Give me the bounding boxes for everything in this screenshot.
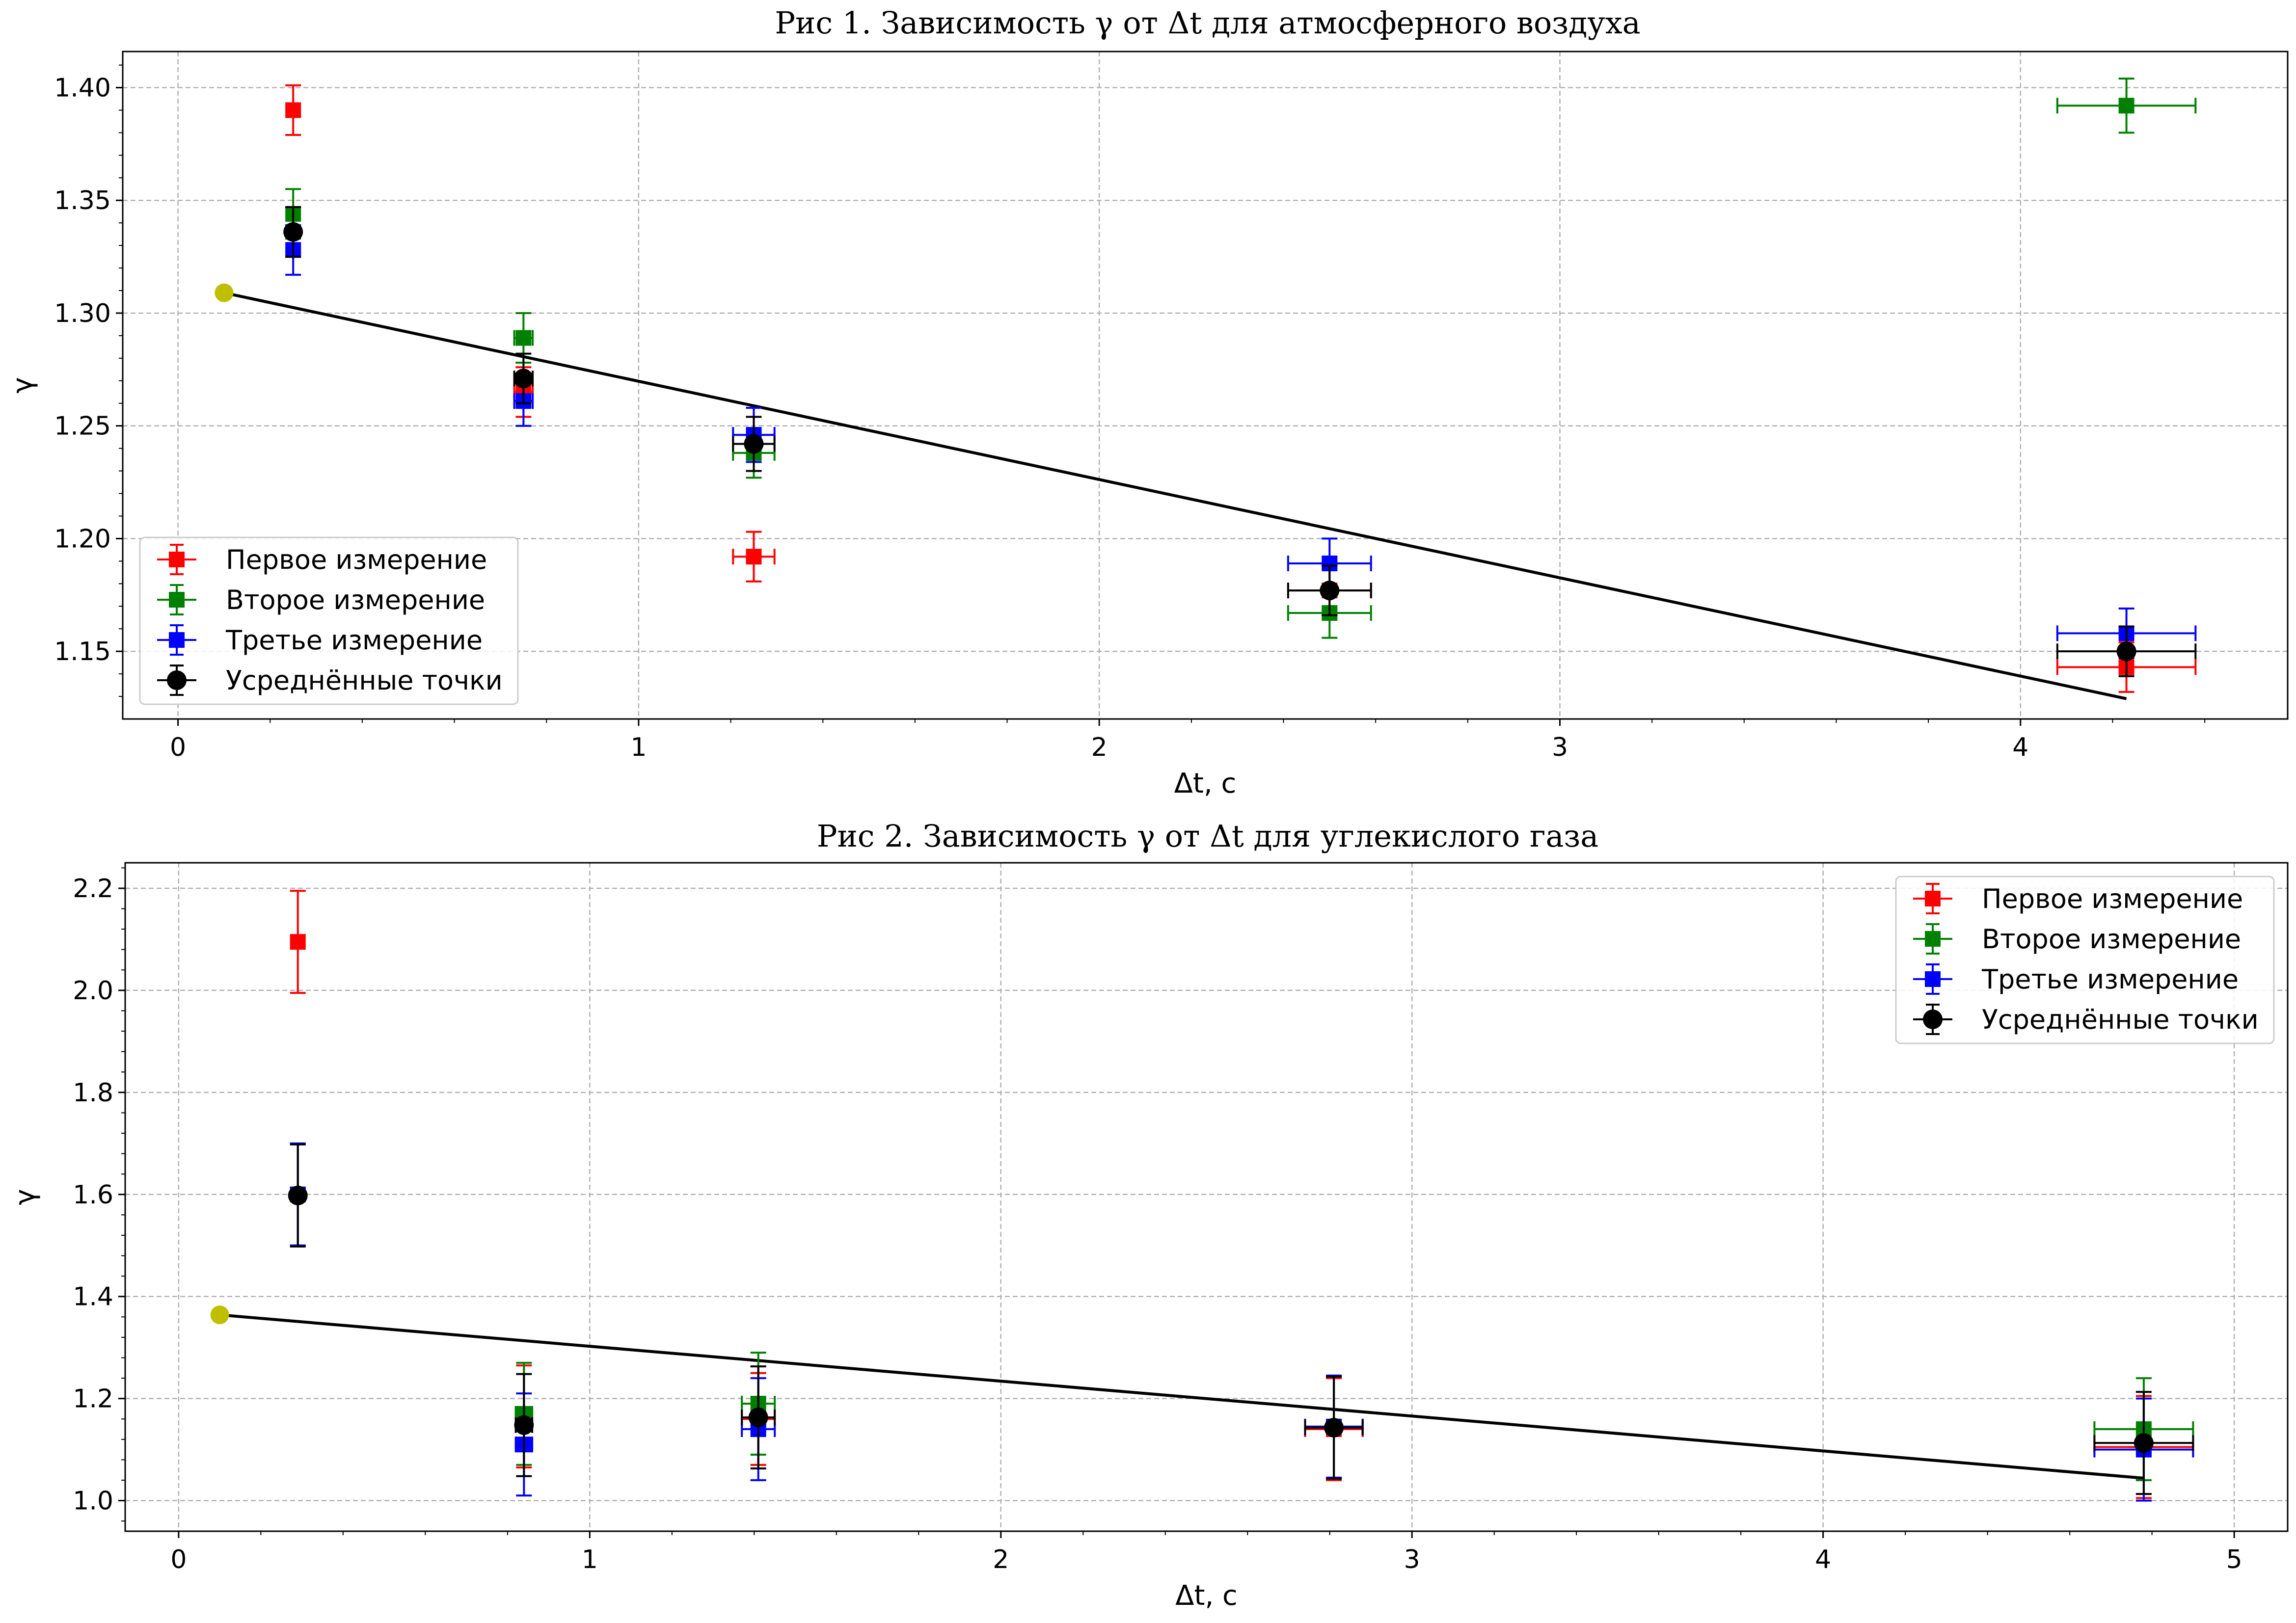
fit-line [219,1313,2144,1480]
y-tick-label: 1.8 [73,1078,113,1108]
legend-item: Первое измерение [157,544,487,575]
legend-item: Усреднённые точки [1913,1004,2259,1035]
legend-marker [169,592,185,608]
x-tick-label: 2 [1091,733,1107,762]
legend-label: Первое измерение [1982,883,2243,914]
legend-marker [1925,931,1941,947]
x-axis-label: Δt, с [1174,768,1237,799]
chart-co2: Рис 2. Зависимость γ от Δt для углекисло… [9,818,2289,1612]
legend: Первое измерение Второе измерение Третье и… [139,536,519,705]
legend-item: Усреднённые точки [157,665,503,696]
x-tick-label: 4 [2012,733,2028,762]
legend-item: Второе измерение [1913,923,2241,955]
legend-label: Первое измерение [226,544,487,575]
legend-marker [169,632,185,648]
chart-title: Рис 2. Зависимость γ от Δt для углекисло… [817,818,1598,854]
legend-item: Третье измерение [1913,963,2239,995]
legend-marker [167,670,187,690]
data-point [288,1185,308,1205]
y-tick-label: 1.40 [54,74,111,103]
x-tick-label: 0 [170,733,186,762]
y-tick-label: 1.0 [73,1487,113,1516]
data-point [514,1415,534,1435]
x-tick-label: 3 [1552,733,1568,762]
y-tick-label: 1.30 [54,299,111,328]
series-4 [288,1143,2194,1495]
data-point [1320,581,1340,601]
legend: Первое измерение Второе измерение Третье и… [1895,876,2275,1044]
legend-marker [169,552,185,567]
legend-marker [1923,1010,1943,1029]
legend-label: Третье измерение [1981,964,2239,995]
data-point [2116,641,2136,662]
data-point [748,1408,768,1428]
plot-area [210,890,2194,1502]
x-ticks: 0 1 2 3 4 [170,719,2028,762]
y-tick-label: 1.2 [73,1384,113,1414]
y-ticks: 1.15 1.20 1.25 1.30 1.35 1.40 [54,74,123,666]
x-axis-label: Δt, с [1175,1580,1238,1612]
legend-label: Второе измерение [1982,924,2241,955]
data-point [515,330,532,346]
y-tick-label: 1.15 [54,637,111,666]
data-point [283,222,303,242]
x-tick-label: 4 [1815,1545,1831,1574]
data-point [2134,1433,2154,1453]
legend-box [1895,876,2275,1044]
x-tick-label: 3 [1404,1545,1420,1574]
intercept-point [215,283,234,302]
intercept-point [210,1305,229,1325]
plot-frame [124,862,2289,1532]
legend-label: Усреднённые точки [1982,1004,2259,1035]
data-point [746,549,762,565]
x-tick-label: 2 [993,1545,1009,1574]
chart-air: Рис 1. Зависимость γ от Δt для атмосферн… [7,5,2289,799]
plot-area [215,78,2197,700]
legend-item: Второе измерение [157,584,485,615]
y-tick-label: 1.35 [54,186,111,215]
x-tick-label: 1 [582,1545,598,1574]
legend-marker [1925,971,1941,987]
data-point [285,102,301,118]
y-tick-label: 1.25 [54,412,111,441]
fit-line [223,291,2127,700]
y-axis-label: γ [9,1189,41,1205]
legend-box [139,536,519,705]
y-axis-label: γ [7,377,39,393]
x-tick-label: 1 [630,733,647,762]
legend-label: Второе измерение [226,585,485,615]
chart-title: Рис 1. Зависимость γ от Δt для атмосферн… [775,5,1640,41]
data-point [1324,1417,1344,1437]
y-tick-label: 2.0 [73,976,113,1006]
grid [123,52,2288,719]
legend-item: Первое измерение [1913,883,2243,914]
legend-item: Третье измерение [157,624,483,656]
x-tick-label: 5 [2226,1545,2242,1574]
legend-label: Третье измерение [225,625,483,656]
data-point [2118,98,2134,114]
legend-label: Усреднённые точки [226,665,503,696]
data-point [290,934,306,950]
data-point [744,434,764,454]
y-tick-label: 2.2 [73,874,113,904]
legend-marker [1925,891,1941,906]
series-4 [283,206,2197,677]
y-ticks: 1.0 1.2 1.4 1.6 1.8 2.0 2.2 [73,874,125,1516]
y-tick-label: 1.4 [73,1282,113,1312]
y-tick-label: 1.6 [73,1180,113,1210]
x-tick-label: 0 [170,1545,187,1574]
y-tick-label: 1.20 [54,524,111,554]
data-point [513,369,534,389]
x-ticks: 0 1 2 3 4 5 [170,1531,2242,1574]
plot-frame [122,51,2289,720]
